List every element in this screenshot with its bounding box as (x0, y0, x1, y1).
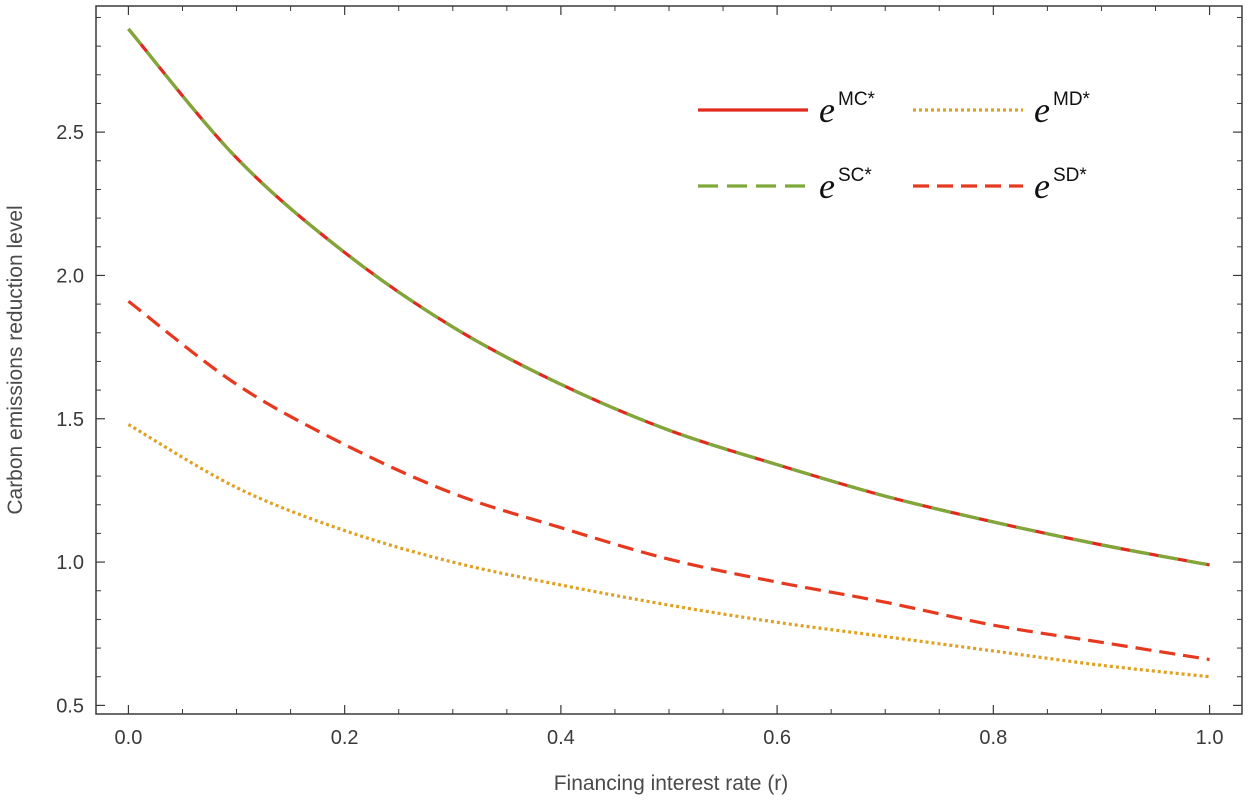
series-layer (127, 27, 1210, 679)
series-line-md (127, 423, 1210, 679)
x-tick-label: 0.4 (547, 727, 575, 749)
y-tick-label: 1.5 (56, 409, 84, 431)
legend-superscript-sc: SC* (838, 165, 872, 186)
y-tick-label: 0.5 (56, 695, 84, 717)
x-tick-label: 0.2 (331, 727, 359, 749)
legend: e MC* e MD*e SC* e SD* (698, 89, 1091, 206)
x-tick-label: 1.0 (1196, 727, 1224, 749)
legend-label-sd: e (1034, 166, 1050, 206)
y-axis-ticks: 0.5 1.0 1.5 2.0 2.5 (56, 16, 1242, 717)
legend-label-sc: e (819, 166, 835, 206)
series-line-sd (127, 299, 1210, 662)
y-tick-label: 1.0 (56, 552, 84, 574)
legend-superscript-md: MD* (1053, 89, 1091, 110)
x-tick-label: 0.6 (763, 727, 791, 749)
y-axis-title: Carbon emissions reduction level (4, 205, 27, 514)
legend-superscript-mc: MC* (838, 89, 876, 110)
legend-superscript-sd: SD* (1053, 165, 1087, 186)
x-tick-label: 0.8 (979, 727, 1007, 749)
series-line-sc (127, 27, 1210, 567)
x-tick-label: 0.0 (115, 727, 143, 749)
y-tick-label: 2.0 (56, 265, 84, 287)
plot-frame (95, 5, 1243, 715)
x-axis-title: Financing interest rate (r) (554, 772, 789, 795)
legend-label-md: e (1034, 90, 1050, 130)
x-axis-ticks: 0.0 0.2 0.4 0.6 0.8 1.0 (115, 6, 1224, 749)
y-tick-label: 2.5 (56, 122, 84, 144)
legend-label-mc: e (819, 90, 835, 130)
